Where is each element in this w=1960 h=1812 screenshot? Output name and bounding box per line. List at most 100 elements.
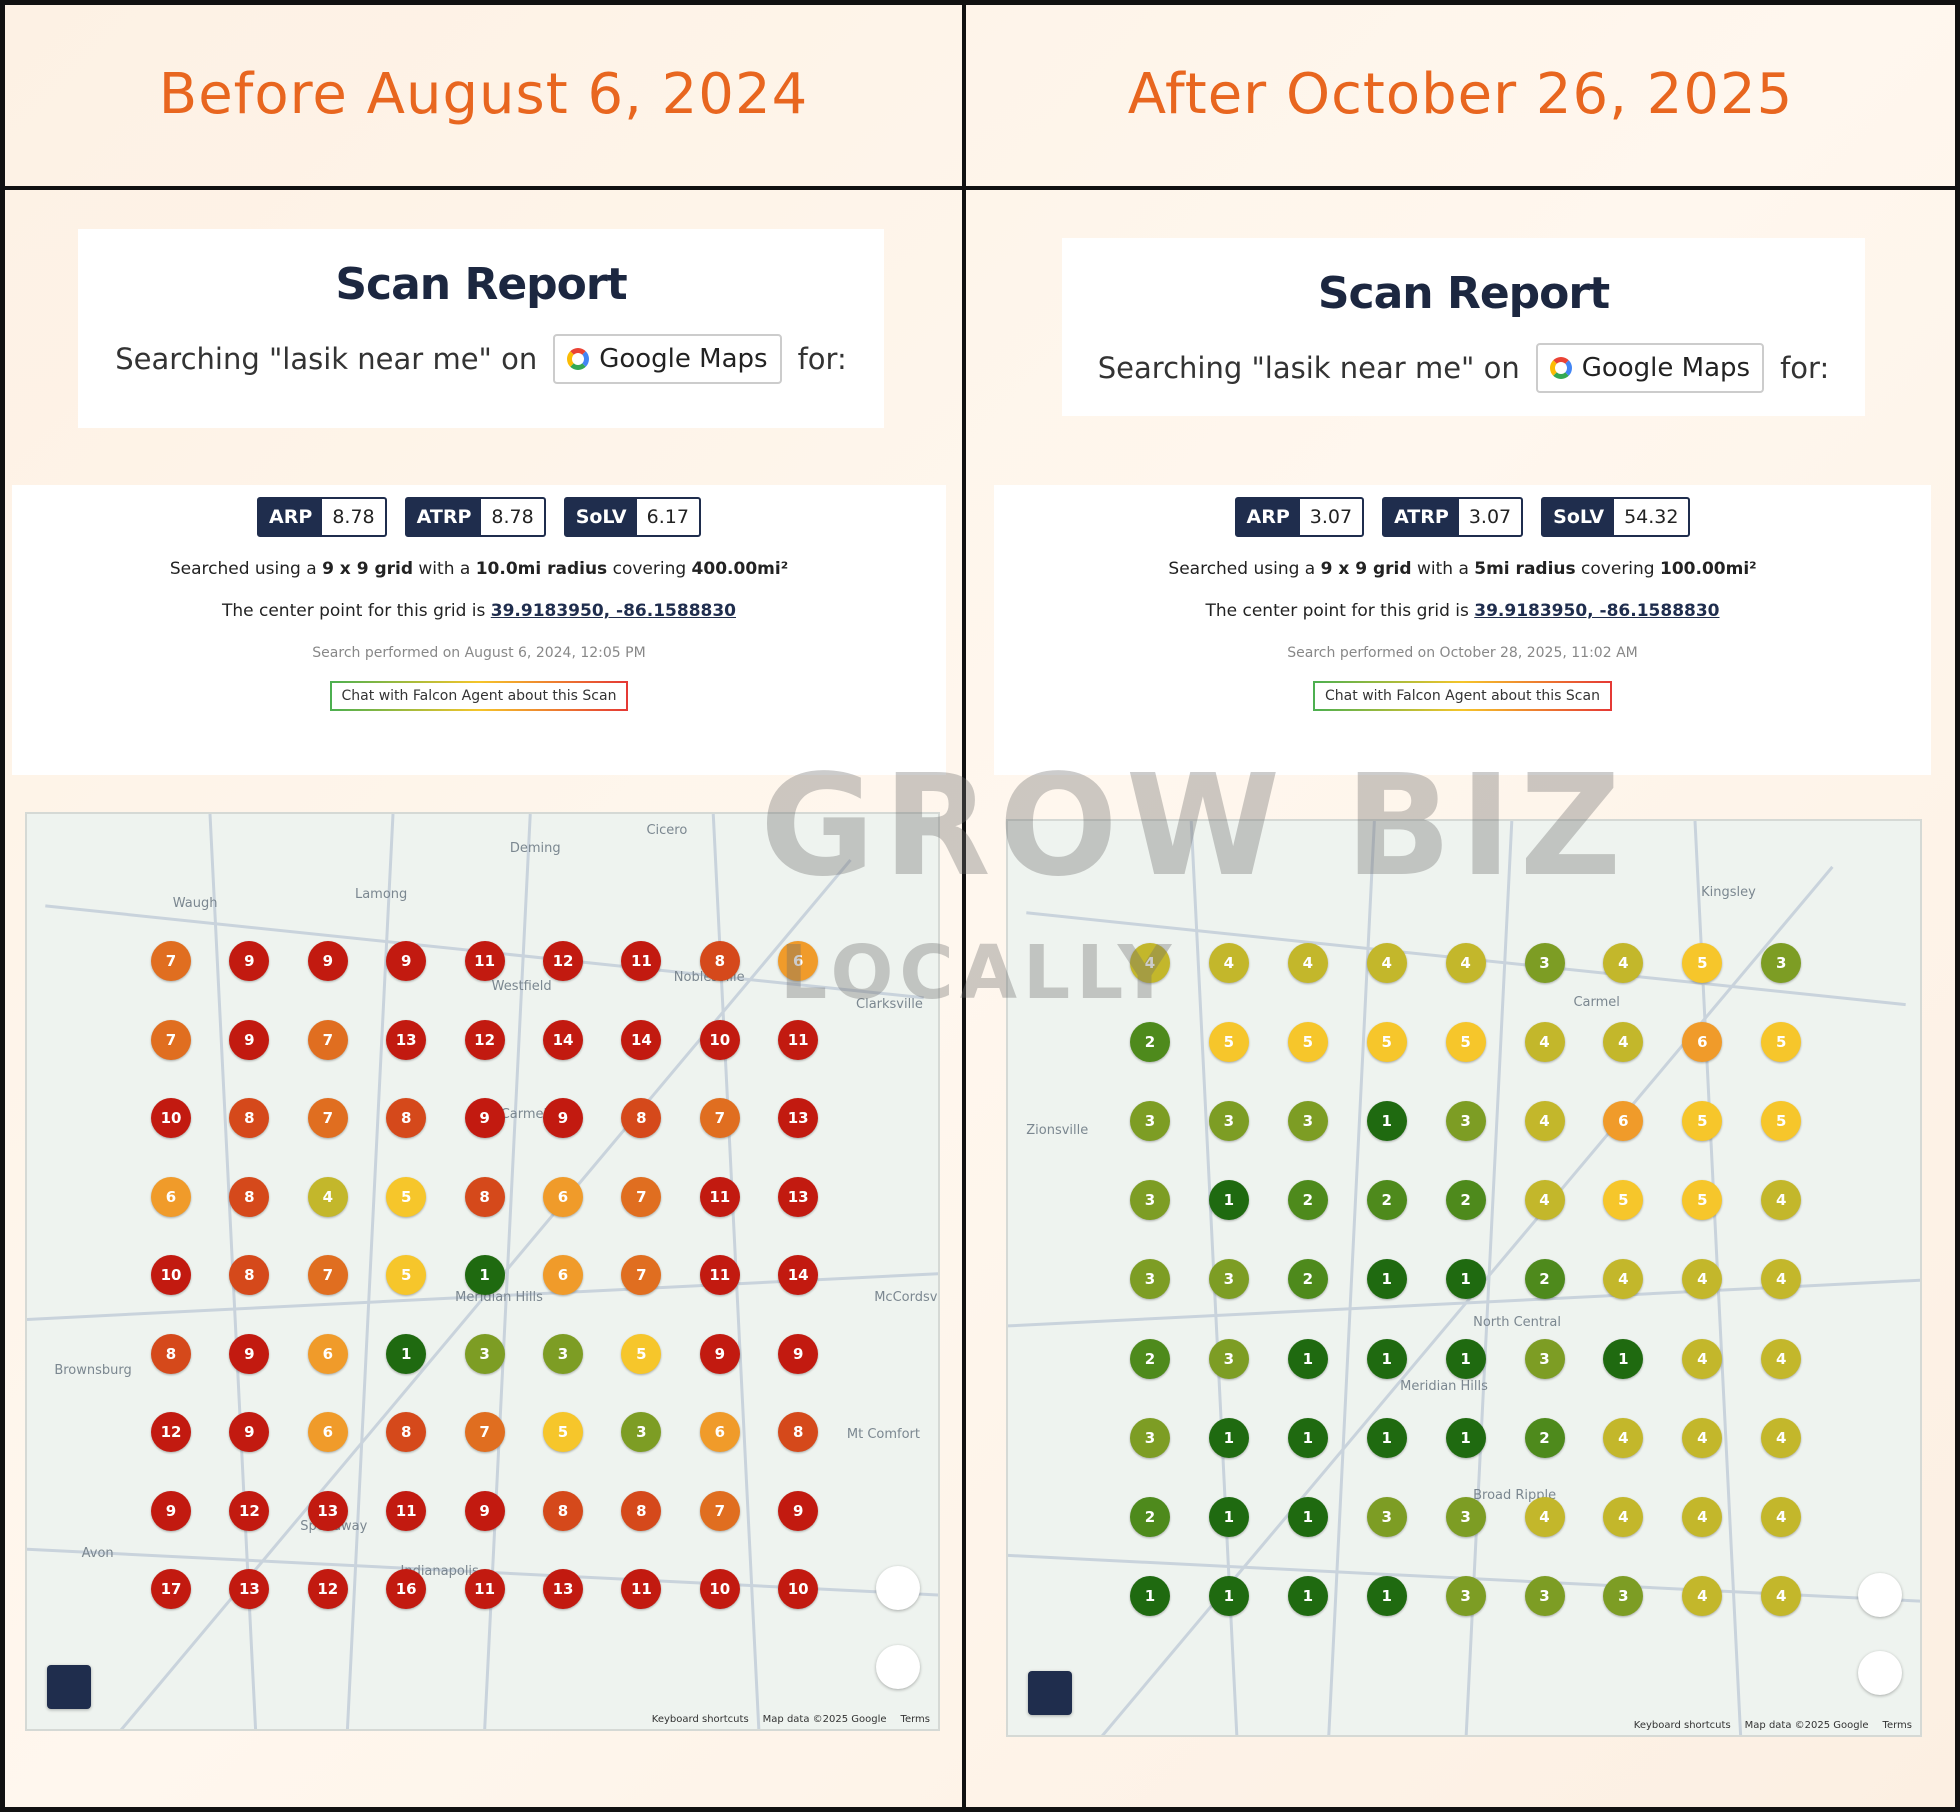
rank-pin[interactable]: 8 <box>386 1098 427 1138</box>
rank-pin[interactable]: 3 <box>1208 1259 1249 1300</box>
rank-pin[interactable]: 8 <box>229 1255 270 1295</box>
rank-pin[interactable]: 4 <box>1761 1417 1802 1458</box>
rank-pin[interactable]: 2 <box>1130 1022 1170 1063</box>
rank-pin[interactable]: 2 <box>1524 1259 1565 1300</box>
rank-pin[interactable]: 3 <box>1761 943 1802 983</box>
rank-pin[interactable]: 17 <box>151 1569 191 1609</box>
rank-pin[interactable]: 1 <box>464 1255 505 1295</box>
rank-pin[interactable]: 7 <box>699 1098 740 1138</box>
rank-pin[interactable]: 9 <box>464 1490 505 1531</box>
rank-pin[interactable]: 1 <box>1445 1417 1486 1458</box>
rank-pin[interactable]: 7 <box>151 1019 191 1060</box>
rank-pin[interactable]: 4 <box>1761 1575 1802 1616</box>
rank-pin[interactable]: 5 <box>1287 1022 1328 1063</box>
rank-pin[interactable]: 14 <box>778 1255 819 1295</box>
rank-pin[interactable]: 8 <box>229 1098 270 1138</box>
rank-pin[interactable]: 1 <box>1603 1338 1644 1379</box>
map-footer-item[interactable]: Keyboard shortcuts <box>1633 1720 1731 1731</box>
rank-pin[interactable]: 5 <box>621 1333 662 1374</box>
rank-pin[interactable]: 3 <box>1208 1338 1249 1379</box>
rank-pin[interactable]: 5 <box>386 1255 427 1295</box>
rank-pin[interactable]: 4 <box>1445 943 1486 983</box>
rank-pin[interactable]: 9 <box>778 1490 819 1531</box>
rank-pin[interactable]: 13 <box>386 1019 427 1060</box>
rank-pin[interactable]: 5 <box>1366 1022 1407 1063</box>
rank-pin[interactable]: 5 <box>543 1412 583 1452</box>
rank-pin[interactable]: 4 <box>1366 943 1407 983</box>
rank-pin[interactable]: 3 <box>543 1333 583 1374</box>
rank-pin[interactable]: 8 <box>386 1412 427 1452</box>
rank-pin[interactable]: 4 <box>307 1176 348 1217</box>
rank-pin[interactable]: 2 <box>1287 1259 1328 1300</box>
rank-pin[interactable]: 13 <box>543 1569 583 1609</box>
chat-button[interactable]: Chat with Falcon Agent about this Scan <box>1313 681 1612 711</box>
rank-pin[interactable]: 1 <box>1208 1575 1249 1616</box>
rank-pin[interactable]: 1 <box>1287 1417 1328 1458</box>
rank-pin[interactable]: 8 <box>621 1490 662 1531</box>
rank-pin[interactable]: 9 <box>778 1333 819 1374</box>
rank-pin[interactable]: 3 <box>1445 1496 1486 1537</box>
rank-pin[interactable]: 3 <box>1366 1496 1407 1537</box>
rank-pin[interactable]: 4 <box>1682 1575 1723 1616</box>
rank-pin[interactable]: 2 <box>1287 1180 1328 1221</box>
rank-pin[interactable]: 12 <box>307 1569 348 1609</box>
rank-pin[interactable]: 5 <box>386 1176 427 1217</box>
rank-pin[interactable]: 9 <box>229 1412 270 1452</box>
rank-pin[interactable]: 1 <box>386 1333 427 1374</box>
rank-pin[interactable]: 8 <box>621 1098 662 1138</box>
fullscreen-button[interactable] <box>1858 1651 1902 1695</box>
rank-pin[interactable]: 5 <box>1445 1022 1486 1063</box>
rank-pin[interactable]: 13 <box>778 1176 819 1217</box>
rank-pin[interactable]: 8 <box>778 1412 819 1452</box>
rank-pin[interactable]: 1 <box>1208 1180 1249 1221</box>
rank-pin[interactable]: 7 <box>307 1098 348 1138</box>
rank-pin[interactable]: 10 <box>151 1098 191 1138</box>
rank-pin[interactable]: 3 <box>1524 1575 1565 1616</box>
rank-pin[interactable]: 8 <box>151 1333 191 1374</box>
rank-pin[interactable]: 5 <box>1208 1022 1249 1063</box>
rank-pin[interactable]: 7 <box>699 1490 740 1531</box>
rank-pin[interactable]: 4 <box>1208 943 1249 983</box>
rank-pin[interactable]: 4 <box>1524 1022 1565 1063</box>
rank-pin[interactable]: 4 <box>1761 1338 1802 1379</box>
rank-pin[interactable]: 7 <box>621 1176 662 1217</box>
rank-pin[interactable]: 1 <box>1287 1575 1328 1616</box>
rank-pin[interactable]: 4 <box>1682 1259 1723 1300</box>
rank-pin[interactable]: 12 <box>229 1490 270 1531</box>
rank-pin[interactable]: 6 <box>307 1333 348 1374</box>
rank-pin[interactable]: 4 <box>1524 1101 1565 1142</box>
rank-pin[interactable]: 7 <box>464 1412 505 1452</box>
rank-pin[interactable]: 3 <box>1445 1101 1486 1142</box>
rank-pin[interactable]: 11 <box>386 1490 427 1531</box>
rank-pin[interactable]: 9 <box>386 941 427 981</box>
rank-pin[interactable]: 2 <box>1130 1338 1170 1379</box>
rank-pin[interactable]: 9 <box>543 1098 583 1138</box>
chat-button[interactable]: Chat with Falcon Agent about this Scan <box>329 681 629 711</box>
rank-pin[interactable]: 1 <box>1287 1496 1328 1537</box>
rank-pin[interactable]: 11 <box>464 941 505 981</box>
rank-pin[interactable]: 4 <box>1761 1496 1802 1537</box>
rank-pin[interactable]: 9 <box>151 1490 191 1531</box>
rank-pin[interactable]: 3 <box>1524 943 1565 983</box>
engine-button[interactable]: Google Maps <box>1535 343 1765 393</box>
rank-pin[interactable]: 5 <box>1682 943 1723 983</box>
rank-pin[interactable]: 1 <box>1287 1338 1328 1379</box>
rank-pin[interactable]: 1 <box>1130 1575 1170 1616</box>
rank-pin[interactable]: 13 <box>307 1490 348 1531</box>
rank-pin[interactable]: 4 <box>1761 1259 1802 1300</box>
rank-pin[interactable]: 11 <box>464 1569 505 1609</box>
locate-button[interactable] <box>876 1566 920 1610</box>
fullscreen-button[interactable] <box>876 1645 920 1689</box>
rank-pin[interactable]: 8 <box>464 1176 505 1217</box>
rank-pin[interactable]: 6 <box>543 1176 583 1217</box>
rank-pin[interactable]: 9 <box>229 1019 270 1060</box>
rank-pin[interactable]: 1 <box>1208 1496 1249 1537</box>
rank-pin[interactable]: 8 <box>543 1490 583 1531</box>
rank-pin[interactable]: 1 <box>1445 1338 1486 1379</box>
rank-pin[interactable]: 12 <box>151 1412 191 1452</box>
rank-pin[interactable]: 4 <box>1524 1496 1565 1537</box>
rank-pin[interactable]: 10 <box>699 1019 740 1060</box>
rank-pin[interactable]: 5 <box>1603 1180 1644 1221</box>
rank-pin[interactable]: 9 <box>229 941 270 981</box>
rank-pin[interactable]: 8 <box>699 941 740 981</box>
